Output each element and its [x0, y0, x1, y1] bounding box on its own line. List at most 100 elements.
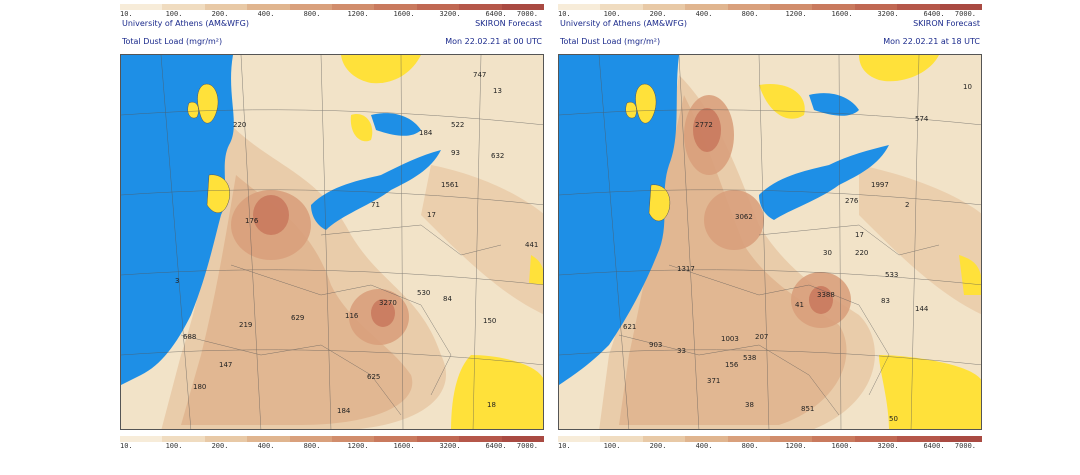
colorbar-swatch [770, 436, 813, 442]
colorbar-label: 200. [649, 442, 667, 450]
dust-value-label: 530 [417, 289, 430, 297]
colorbar-swatch [332, 436, 375, 442]
dust-value-label: 147 [219, 361, 232, 369]
colorbar-swatch [289, 436, 333, 442]
map-canvas: 747 220 13 522 93 632 184 1561 176 17 441 71 3 3270 53… [121, 55, 543, 429]
forecast-panel-18utc: 10. 100. 200. 400. 800. 1200. 1600. 3200. 6400. 7… [558, 4, 983, 466]
dust-value-label: 371 [707, 377, 720, 385]
colorbar-label: 3200. [877, 10, 899, 18]
colorbar-labels: 10. 100. 200. 400. 800. 1200. 1600. 3200. 6400. 7… [120, 10, 544, 18]
colorbar-label: 400. [257, 442, 275, 450]
colorbar-label: 1200. [785, 10, 807, 18]
colorbar-label: 1200. [347, 442, 369, 450]
dust-value-label: 30 [823, 249, 832, 257]
dust-value-label: 116 [345, 312, 359, 320]
dust-value-label: 33 [677, 347, 686, 355]
colorbar-swatch [770, 4, 813, 10]
colorbar-swatch [416, 436, 460, 442]
dust-value-label: 180 [193, 383, 206, 391]
dust-value-label: 1561 [441, 181, 459, 189]
colorbar-swatch [600, 4, 643, 10]
colorbar-label: 7000. [954, 442, 976, 450]
dust-value-label: 538 [743, 354, 756, 362]
institution-label: University of Athens (AM&WFG) [560, 19, 687, 28]
map-canvas: 10 2772 574 1997 276 2 3062 17 30 220 1317 533 3388 8… [559, 55, 981, 429]
dust-value-label: 1317 [677, 265, 695, 273]
dust-value-label: 632 [491, 152, 504, 160]
model-label: SKIRON Forecast [913, 19, 980, 28]
colorbar-swatch [459, 4, 502, 10]
colorbar-swatch [247, 4, 290, 10]
colorbar-swatch [162, 436, 205, 442]
ocean-shape [121, 55, 234, 385]
colorbar-labels: 10. 100. 200. 400. 800. 1200. 1600. 3200. 6400. 7… [120, 442, 544, 450]
colorbar-bottom: 10. 100. 200. 400. 800. 1200. 1600. 3200. 6400. 7… [120, 436, 545, 450]
colorbar-swatch [685, 436, 728, 442]
dust-value-label: 1003 [721, 335, 739, 343]
colorbar-labels: 10. 100. 200. 400. 800. 1200. 1600. 3200. 6400. 7… [558, 442, 982, 450]
dust-value-label: 84 [443, 295, 452, 303]
dust-value-label: 41 [795, 301, 804, 309]
colorbar-label: 10. [120, 10, 133, 18]
model-label: SKIRON Forecast [475, 19, 542, 28]
colorbar-swatch [812, 4, 855, 10]
colorbar-swatch [939, 4, 983, 10]
colorbar-swatch [459, 436, 502, 442]
colorbar-swatch [854, 4, 898, 10]
forecast-panel-00utc: 10. 100. 200. 400. 800. 1200. 1600. 3200. 6400. 7… [120, 4, 545, 466]
dust-value-label: 93 [451, 149, 460, 157]
dust-value-label: 13 [493, 87, 502, 95]
colorbar-label: 10. [558, 10, 571, 18]
colorbar-swatch [939, 436, 983, 442]
colorbar-labels: 10. 100. 200. 400. 800. 1200. 1600. 3200. 6400. 7… [558, 10, 982, 18]
colorbar-label: 400. [695, 10, 713, 18]
colorbar-label: 7000. [516, 442, 538, 450]
colorbar-label: 1600. [393, 10, 415, 18]
dust-value-label: 574 [915, 115, 929, 123]
colorbar-swatch [897, 436, 940, 442]
dust-value-label: 18 [487, 401, 496, 409]
dust-value-label: 629 [291, 314, 304, 322]
colorbar-swatch [289, 4, 333, 10]
dust-value-label: 1997 [871, 181, 889, 189]
dust-value-label: 50 [889, 415, 898, 423]
colorbar-label: 3200. [439, 442, 461, 450]
dust-value-label: 3270 [379, 299, 397, 307]
colorbar-label: 6400. [923, 10, 945, 18]
dust-value-label: 184 [419, 129, 433, 137]
colorbar-swatch [332, 4, 375, 10]
dust-value-label: 83 [881, 297, 890, 305]
colorbar-label: 6400. [923, 442, 945, 450]
colorbar-label: 6400. [485, 442, 507, 450]
colorbar-swatch [685, 4, 728, 10]
colorbar-label: 800. [741, 10, 759, 18]
dust-value-label: 10 [963, 83, 972, 91]
product-label: Total Dust Load (mgr/m²) [560, 37, 661, 46]
colorbar-label: 10. [558, 442, 571, 450]
colorbar-label: 1600. [393, 442, 415, 450]
colorbar-swatch [162, 4, 205, 10]
dust-value-label: 851 [801, 405, 814, 413]
colorbar-label: 10. [120, 442, 133, 450]
dust-value-label: 71 [371, 201, 380, 209]
colorbar-swatch [854, 436, 898, 442]
dust-map: 10 2772 574 1997 276 2 3062 17 30 220 1317 533 3388 8… [558, 54, 982, 430]
colorbar-label: 200. [211, 10, 229, 18]
colorbar-label: 3200. [877, 442, 899, 450]
dust-value-label: 3062 [735, 213, 753, 221]
colorbar-label: 200. [211, 442, 229, 450]
dust-value-label: 144 [915, 305, 929, 313]
colorbar-label: 800. [303, 10, 321, 18]
colorbar-label: 1200. [347, 10, 369, 18]
dust-value-label: 3 [175, 277, 179, 285]
dust-value-label: 2 [905, 201, 909, 209]
colorbar-swatch [727, 4, 771, 10]
dust-value-label: 533 [885, 271, 898, 279]
valid-time-label: Mon 22.02.21 at 00 UTC [445, 37, 542, 46]
colorbar-label: 1200. [785, 442, 807, 450]
colorbar-swatch [204, 4, 248, 10]
dust-map: 747 220 13 522 93 632 184 1561 176 17 441 71 3 3270 53… [120, 54, 544, 430]
dust-value-label: 621 [623, 323, 636, 331]
colorbar-swatch [120, 4, 163, 10]
panel-header: University of Athens (AM&WFG) SKIRON For… [120, 18, 544, 54]
